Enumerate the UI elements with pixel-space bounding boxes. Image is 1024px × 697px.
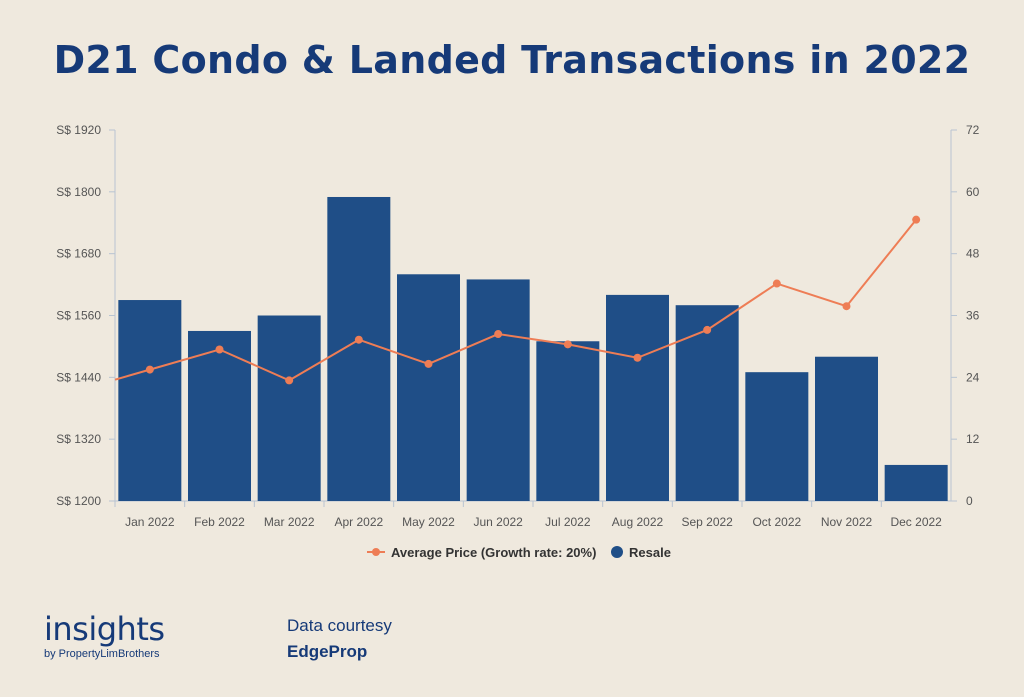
x-tick-label: Jul 2022 xyxy=(545,515,591,529)
brand-name: insights xyxy=(44,610,165,648)
line-point-4 xyxy=(354,335,363,344)
bar-11 xyxy=(815,356,878,501)
left-tick-label: S$ 1560 xyxy=(56,309,101,323)
left-tick-label: S$ 1920 xyxy=(56,123,101,137)
legend-line-marker xyxy=(372,548,380,556)
legend-bar-label: Resale xyxy=(629,545,671,560)
x-tick-label: Dec 2022 xyxy=(890,515,942,529)
line-point-6 xyxy=(494,330,503,339)
right-tick-label: 60 xyxy=(966,185,980,199)
line-point-8 xyxy=(633,353,642,362)
line-point-2 xyxy=(215,345,224,354)
x-tick-label: May 2022 xyxy=(402,515,455,529)
line-point-12 xyxy=(912,215,921,224)
line-point-7 xyxy=(563,340,572,349)
x-tick-label: Jan 2022 xyxy=(125,515,175,529)
x-tick-label: Apr 2022 xyxy=(334,515,383,529)
line-point-11 xyxy=(842,302,851,311)
line-point-9 xyxy=(703,325,712,334)
x-tick-label: Nov 2022 xyxy=(821,515,873,529)
right-tick-label: 12 xyxy=(966,432,980,446)
left-tick-label: S$ 1440 xyxy=(56,370,101,384)
legend-bar-marker xyxy=(611,546,623,558)
bar-4 xyxy=(327,196,391,501)
x-tick-label: Sep 2022 xyxy=(681,515,733,529)
right-tick-label: 48 xyxy=(966,247,980,261)
brand-subtitle: by PropertyLimBrothers xyxy=(44,648,160,660)
left-tick-label: S$ 1200 xyxy=(56,494,101,508)
brand-logo: insights by PropertyLimBrothers xyxy=(44,612,165,660)
line-point-1 xyxy=(145,365,154,374)
bar-10 xyxy=(745,372,809,501)
right-tick-label: 36 xyxy=(966,309,980,323)
x-tick-label: Oct 2022 xyxy=(752,515,801,529)
bar-7 xyxy=(536,341,600,501)
bar-3 xyxy=(257,315,321,501)
bar-6 xyxy=(466,279,530,501)
right-tick-label: 24 xyxy=(966,370,980,384)
x-tick-label: Jun 2022 xyxy=(473,515,523,529)
left-tick-label: S$ 1680 xyxy=(56,247,101,261)
credit-source: EdgeProp xyxy=(287,642,368,661)
bar-8 xyxy=(606,294,669,501)
data-credit: Data courtesy EdgeProp xyxy=(287,616,392,662)
credit-label: Data courtesy xyxy=(287,616,392,635)
right-tick-label: 0 xyxy=(966,494,973,508)
x-tick-label: Mar 2022 xyxy=(264,515,315,529)
x-tick-label: Feb 2022 xyxy=(194,515,245,529)
left-tick-label: S$ 1320 xyxy=(56,432,101,446)
legend-line-label: Average Price (Growth rate: 20%) xyxy=(391,545,596,560)
right-tick-label: 72 xyxy=(966,123,980,137)
x-tick-label: Aug 2022 xyxy=(612,515,664,529)
line-point-3 xyxy=(285,376,294,385)
bar-1 xyxy=(118,300,182,501)
bar-12 xyxy=(884,464,948,501)
bar-9 xyxy=(675,305,739,501)
bar-5 xyxy=(397,274,460,501)
line-point-5 xyxy=(424,359,433,368)
chart-title: D21 Condo & Landed Transactions in 2022 xyxy=(53,38,971,82)
line-point-10 xyxy=(772,279,781,288)
left-tick-label: S$ 1800 xyxy=(56,185,101,199)
